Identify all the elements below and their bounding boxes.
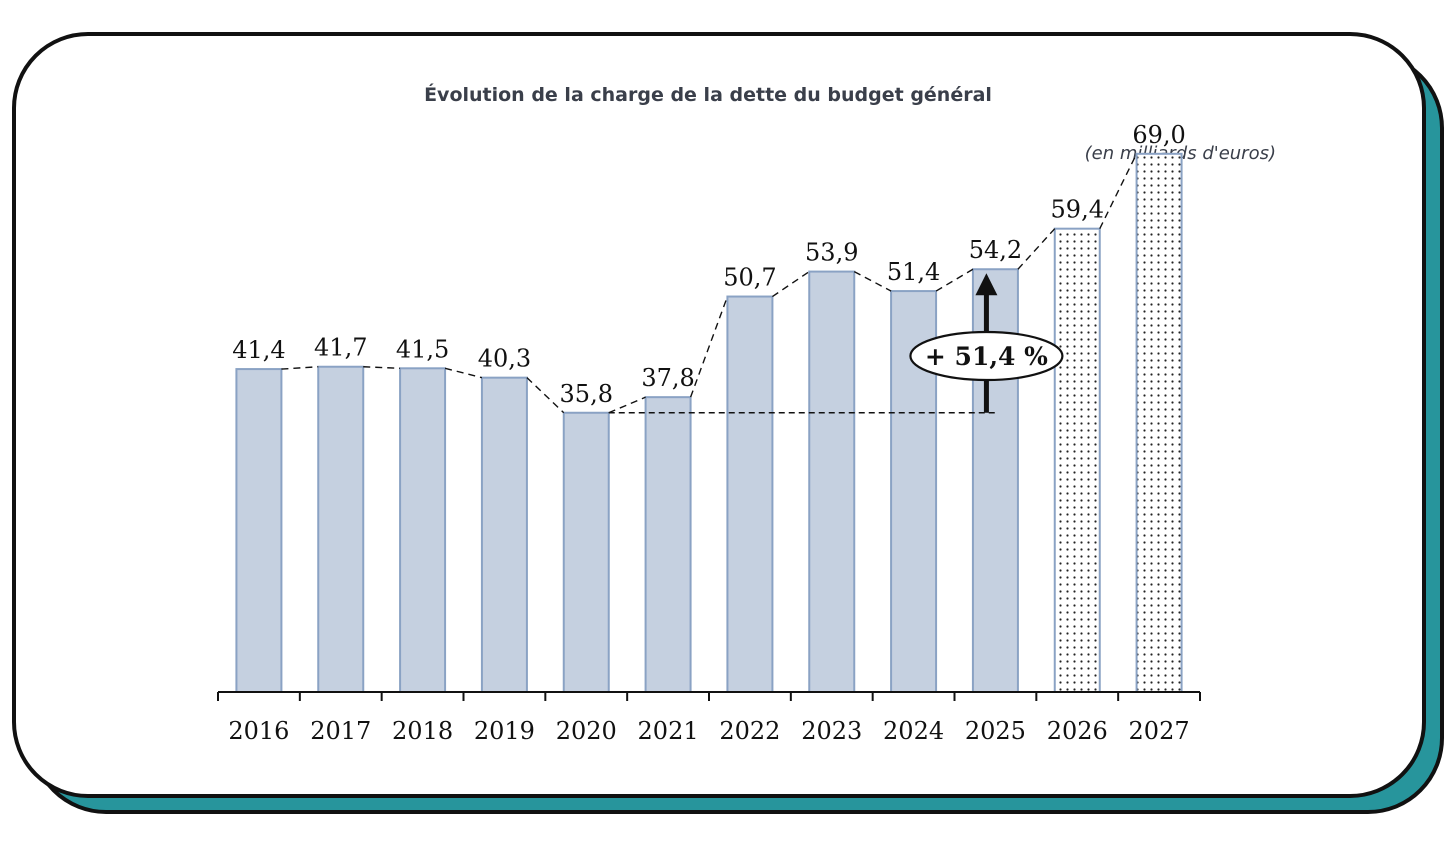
trend-segment-2017-2018 (363, 366, 401, 369)
callout-text: + 51,4 % (925, 342, 1048, 371)
x-tick-label-2018: 2018 (392, 717, 453, 745)
value-label-2027: 69,0 (1132, 121, 1185, 149)
value-label-2020: 35,8 (560, 380, 613, 408)
bar-2020 (562, 411, 610, 693)
value-label-2024: 51,4 (887, 258, 940, 286)
x-tick-label-2021: 2021 (638, 717, 699, 745)
chart-title: Évolution de la charge de la dette du bu… (424, 84, 992, 106)
value-label-2019: 40,3 (478, 345, 531, 373)
value-label-2016: 41,4 (232, 336, 285, 364)
trend-segment-2023-2024 (853, 270, 892, 292)
x-axis-group: 2016 2017 2018 2019 2020 2021 2022 2023 2024 2025… (217, 691, 1201, 745)
bar-2023 (808, 270, 856, 693)
bar-2027 (1135, 152, 1183, 694)
x-tick-label-2025: 2025 (965, 717, 1026, 745)
bar-2018 (399, 367, 447, 693)
trend-segment-2025-2026 (1017, 228, 1056, 270)
x-tick-label-2026: 2026 (1047, 717, 1108, 745)
value-labels-group: 41,4 41,7 41,5 40,3 35,8 37,8 50,7 53,9 51,4 54,2… (232, 121, 1186, 408)
x-tick-label-2017: 2017 (310, 717, 371, 745)
value-label-2023: 53,9 (805, 239, 858, 267)
value-label-2026: 59,4 (1051, 196, 1104, 224)
trend-segment-2021-2022 (689, 296, 729, 398)
bar-2022 (726, 295, 774, 693)
x-tick-label-2022: 2022 (719, 717, 780, 745)
bar-2017 (317, 365, 365, 693)
trend-segment-2024-2025 (935, 268, 974, 292)
x-tick-label-2016: 2016 (228, 717, 289, 745)
value-label-2017: 41,7 (314, 334, 367, 362)
trend-segment-2018-2019 (444, 367, 483, 379)
value-label-2022: 50,7 (723, 264, 776, 292)
value-label-2021: 37,8 (641, 364, 694, 392)
trend-segment-2020-2021 (608, 396, 646, 414)
x-tick-label-2023: 2023 (801, 717, 862, 745)
x-tick-label-2020: 2020 (556, 717, 617, 745)
trend-segment-2016-2017 (281, 366, 319, 370)
bar-2021 (644, 396, 692, 693)
bar-2019 (480, 376, 528, 693)
annotation-group: + 51,4 % (608, 273, 1064, 414)
bar-2016 (235, 368, 283, 693)
value-label-2025: 54,2 (969, 236, 1022, 264)
trend-line-group (281, 153, 1138, 414)
trend-segment-2022-2023 (772, 271, 810, 298)
x-tick-label-2024: 2024 (883, 717, 944, 745)
bars-group (235, 152, 1183, 694)
value-label-2018: 41,5 (396, 335, 449, 363)
x-tick-label-2019: 2019 (474, 717, 535, 745)
trend-segment-2026-2027 (1099, 153, 1138, 229)
x-tick-label-2027: 2027 (1129, 717, 1190, 745)
increase-arrow-head (975, 273, 998, 296)
trend-segment-2019-2020 (526, 377, 565, 414)
bar-2026 (1053, 227, 1101, 693)
callout-ellipse (909, 330, 1064, 382)
